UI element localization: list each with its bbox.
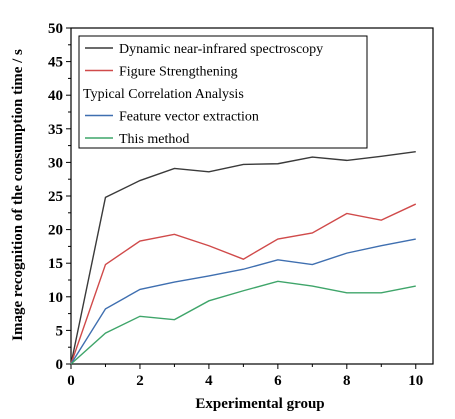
y-tick-label: 15 — [48, 256, 63, 272]
legend-label: Feature vector extraction — [119, 110, 259, 125]
x-tick-label: 8 — [343, 373, 351, 389]
y-tick-label: 5 — [56, 323, 64, 339]
legend-box — [78, 35, 368, 149]
y-tick-label: 50 — [48, 21, 63, 37]
legend-label: This method — [119, 132, 189, 147]
series-line — [70, 203, 417, 365]
series-line — [70, 150, 416, 365]
x-axis-title: Experimental group — [195, 396, 324, 412]
y-tick-label: 20 — [48, 223, 63, 239]
legend-label: Typical Correlation Analysis — [83, 87, 244, 102]
x-tick-label: 10 — [408, 373, 423, 389]
legend-label: Dynamic near-infrared spectroscopy — [119, 42, 323, 57]
x-tick-label: 0 — [67, 373, 75, 389]
series-line — [70, 280, 416, 365]
x-tick-label: 4 — [205, 373, 213, 389]
legend-label: Figure Strengthening — [119, 65, 238, 80]
y-tick-label: 35 — [48, 122, 63, 138]
y-tick-label: 10 — [48, 290, 63, 306]
y-axis-title: Image recognition of the consumption tim… — [10, 49, 26, 341]
y-tick-label: 40 — [48, 88, 63, 104]
x-tick-label: 2 — [136, 373, 144, 389]
y-tick-label: 30 — [48, 155, 63, 171]
x-tick-label: 6 — [274, 373, 282, 389]
y-tick-label: 25 — [48, 189, 63, 205]
series-line — [70, 238, 416, 365]
y-tick-label: 0 — [56, 357, 64, 373]
y-tick-label: 45 — [48, 55, 63, 71]
plot-area: 0 5 10 15 20 25 30 35 40 45 50 0 2 4 6 8 10 Dynamic near-… — [48, 21, 434, 389]
